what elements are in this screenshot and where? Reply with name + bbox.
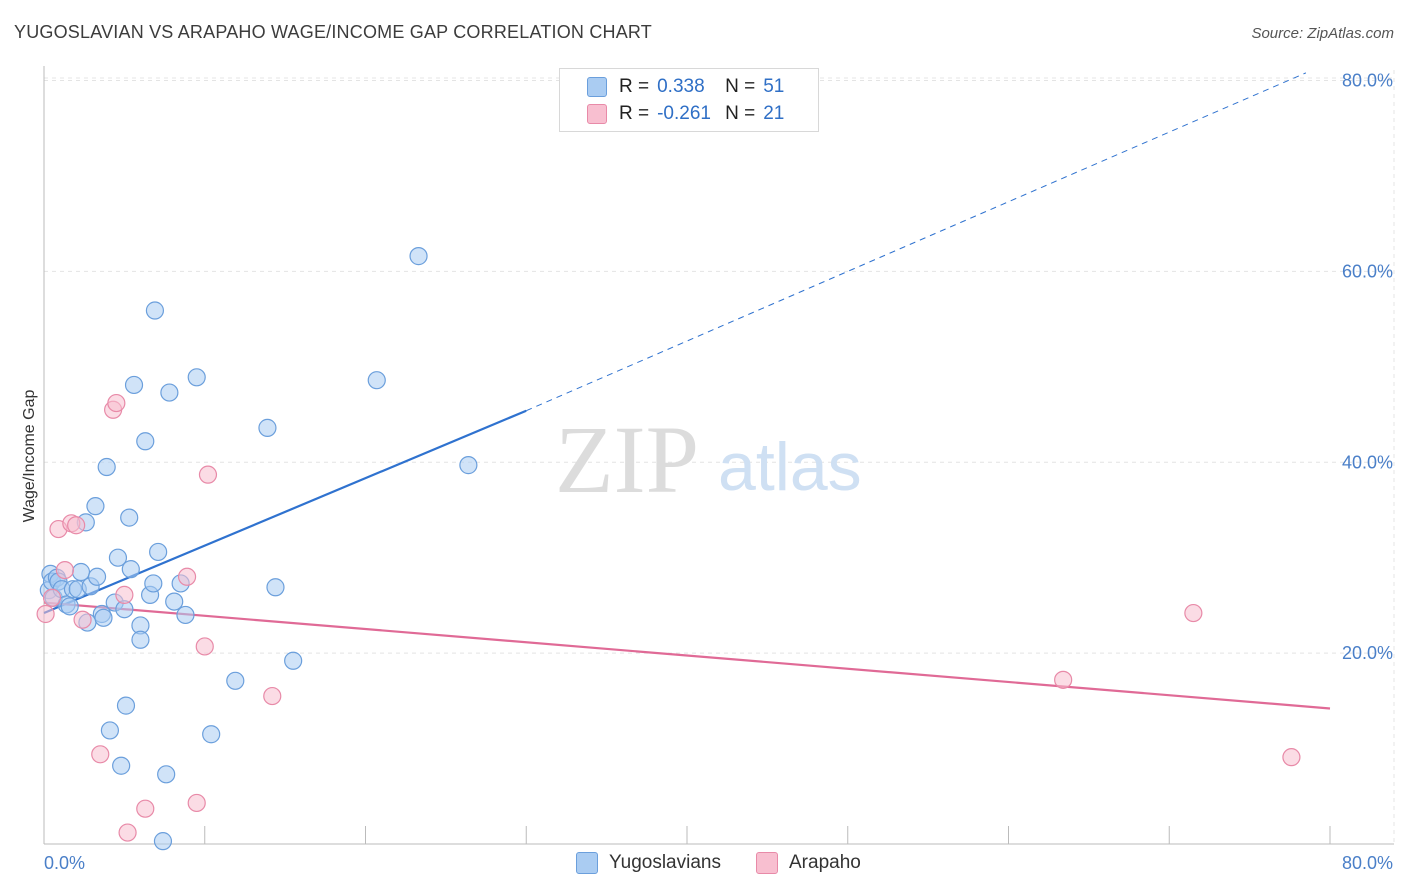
data-points: [36, 247, 1301, 851]
legend-swatch-pink: [587, 104, 607, 124]
series-legend: Yugoslavians Arapaho: [0, 852, 1406, 878]
legend-row-yugoslavians: R = 0.338 N = 51: [587, 75, 784, 99]
yugoslavian-point: [71, 562, 91, 582]
legend-r-label: R =: [619, 103, 650, 124]
arapaho-point: [73, 610, 92, 629]
stats-legend: R = 0.338 N = 51 R = -0.261 N = 21: [559, 68, 819, 132]
y-tick-label: 80.0%: [1342, 71, 1393, 91]
arapaho-point: [263, 686, 282, 706]
legend-item-arapaho[interactable]: Arapaho: [756, 852, 861, 874]
legend-swatch-pink: [756, 852, 778, 874]
yugoslavian-point: [112, 756, 131, 775]
yugoslavian-point: [226, 671, 245, 690]
legend-n-value: 51: [763, 76, 785, 97]
legend-label-yugoslavians: Yugoslavians: [609, 852, 721, 873]
yugoslavian-point: [108, 548, 128, 567]
yugoslavian-trend-extension: [526, 72, 1307, 412]
legend-swatch-blue: [587, 77, 607, 97]
legend-r-value: 0.338: [657, 76, 705, 97]
yugoslavian-point: [284, 651, 303, 670]
legend-item-yugoslavians[interactable]: Yugoslavians: [576, 852, 721, 874]
arapaho-point: [91, 745, 110, 764]
legend-n-value: 21: [763, 103, 785, 124]
yugoslavian-point: [120, 508, 139, 527]
arapaho-point: [195, 637, 214, 656]
arapaho-point: [36, 604, 55, 624]
yugoslavian-point: [149, 542, 168, 562]
yugoslavian-point: [124, 375, 144, 395]
legend-n-label: N =: [725, 76, 756, 97]
yugoslavian-point: [160, 383, 179, 402]
arapaho-point: [198, 465, 218, 484]
chart-title: YUGOSLAVIAN VS ARAPAHO WAGE/INCOME GAP C…: [14, 22, 652, 42]
watermark: ZIP atlas: [555, 406, 862, 513]
yugoslavian-point: [100, 721, 120, 740]
arapaho-point: [67, 516, 86, 535]
axes: 20.0% 40.0% 60.0% 80.0% 0.0% 80.0%: [43, 66, 1394, 873]
arapaho-point: [1054, 670, 1073, 689]
source-credit: Source: ZipAtlas.com: [1251, 25, 1394, 42]
yugoslavian-point: [157, 765, 176, 784]
legend-r-label: R =: [619, 76, 650, 97]
yugoslavian-point: [86, 497, 105, 516]
arapaho-point: [177, 567, 197, 586]
yugoslavian-point: [176, 605, 195, 625]
yugoslavian-point: [258, 418, 277, 437]
arapaho-point: [118, 823, 137, 842]
yugoslavian-point: [94, 608, 113, 627]
yugoslavian-point: [131, 630, 150, 649]
yugoslavian-point: [202, 725, 221, 744]
yugoslavian-point: [121, 560, 140, 579]
arapaho-point: [187, 793, 206, 813]
yugoslavian-point: [145, 301, 165, 320]
yugoslavian-point: [136, 432, 155, 451]
y-axis-label: Wage/Income Gap: [21, 390, 38, 523]
yugoslavian-point: [144, 574, 163, 593]
yugoslavian-point: [87, 567, 107, 586]
x-tick-label: 0.0%: [44, 853, 85, 873]
yugoslavian-point: [187, 368, 206, 387]
yugoslavian-point: [165, 592, 184, 611]
legend-n-label: N =: [725, 103, 756, 124]
y-tick-label: 20.0%: [1342, 643, 1393, 663]
yugoslavian-point: [60, 597, 79, 616]
legend-swatch-blue: [576, 852, 598, 874]
yugoslavian-point: [367, 371, 386, 390]
yugoslavian-point: [116, 696, 136, 715]
yugoslavian-trend-line: [43, 409, 527, 615]
arapaho-point: [115, 585, 134, 605]
arapaho-point: [55, 560, 74, 580]
arapaho-point: [136, 799, 155, 818]
arapaho-point: [1282, 748, 1301, 767]
arapaho-trend-line: [43, 601, 1331, 710]
trend-lines: [43, 72, 1331, 710]
y-tick-label: 60.0%: [1342, 261, 1393, 281]
yugoslavian-point: [153, 832, 173, 851]
arapaho-point: [107, 393, 126, 413]
legend-r-value: -0.261: [657, 103, 711, 124]
yugoslavian-point: [459, 456, 478, 475]
y-tick-label: 40.0%: [1342, 452, 1393, 472]
legend-row-arapaho: R = -0.261 N = 21: [587, 102, 784, 126]
yugoslavian-point: [409, 247, 428, 266]
legend-label-arapaho: Arapaho: [789, 852, 861, 873]
arapaho-point: [1184, 603, 1203, 623]
x-tick-label: 80.0%: [1342, 853, 1393, 873]
yugoslavian-point: [97, 457, 116, 477]
arapaho-point: [42, 588, 62, 607]
watermark-zip: ZIP: [555, 406, 699, 513]
watermark-atlas: atlas: [718, 429, 862, 505]
yugoslavian-point: [266, 578, 285, 597]
